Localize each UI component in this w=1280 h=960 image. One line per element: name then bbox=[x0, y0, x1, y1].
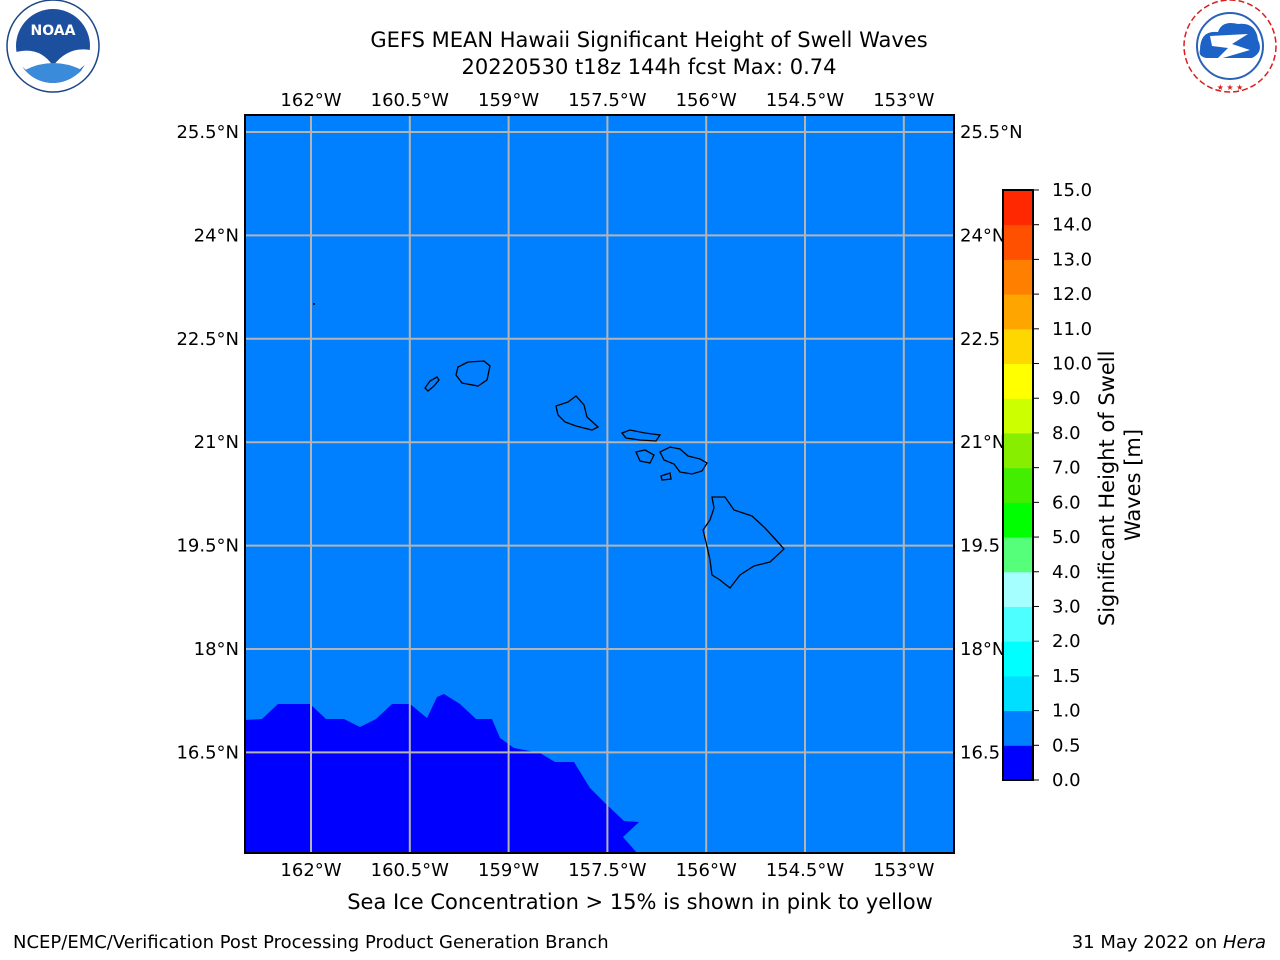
colorbar: 0.0 0.5 1.0 1.5 2.0 3.0 4.0 5.0 6.0 7.0 8.0 9.0 10.0… bbox=[1002, 180, 1092, 791]
colorbar-tick-label: 0.5 bbox=[1052, 735, 1081, 756]
colorbar-tick-label: 1.0 bbox=[1052, 701, 1081, 722]
lon-tick-label-top: 154.5°W bbox=[766, 90, 845, 111]
colorbar-tick-label: 15.0 bbox=[1052, 180, 1092, 201]
noaa-logo-text: NOAA bbox=[31, 23, 76, 39]
lon-tick-label-bottom: 162°W bbox=[280, 860, 341, 881]
footer-host: Hera bbox=[1222, 932, 1266, 953]
lat-tick-label-left: 25.5°N bbox=[176, 122, 239, 143]
noaa-logo: NOAA bbox=[6, 0, 100, 93]
chart-title: GEFS MEAN Hawaii Significant Height of S… bbox=[370, 28, 928, 52]
lat-tick-label-left: 24°N bbox=[194, 225, 239, 246]
maui-island bbox=[659, 446, 708, 475]
lat-tick-label-right: 25.5°N bbox=[960, 122, 1023, 143]
lat-tick-label-left: 19.5°N bbox=[176, 536, 239, 557]
lon-tick-label-top: 162°W bbox=[280, 90, 341, 111]
colorbar-tick-label: 6.0 bbox=[1052, 492, 1081, 513]
lat-tick-label-right: 16.5 bbox=[960, 742, 1000, 763]
colorbar-bin bbox=[1003, 606, 1033, 642]
hawaii-island bbox=[702, 496, 785, 589]
lat-tick-label-right: 18°N bbox=[960, 639, 1005, 660]
colorbar-tick-label: 13.0 bbox=[1052, 249, 1092, 270]
lat-tick-label-left: 18°N bbox=[194, 639, 239, 660]
nws-logo: ★ ★ ★ bbox=[1182, 0, 1278, 94]
lon-tick-label-bottom: 157.5°W bbox=[568, 860, 647, 881]
colorbar-label-line1: Significant Height of Swell bbox=[1095, 351, 1119, 627]
lat-tick-label-right: 24°N bbox=[960, 225, 1005, 246]
lon-tick-label-top: 156°W bbox=[676, 90, 737, 111]
colorbar-bin bbox=[1003, 467, 1033, 503]
colorbar-bin bbox=[1003, 190, 1033, 226]
lat-tick-label-left: 21°N bbox=[194, 432, 239, 453]
lat-tick-label-right: 22.5 bbox=[960, 329, 1000, 350]
map-frame bbox=[244, 114, 955, 854]
colorbar-bin bbox=[1003, 363, 1033, 399]
colorbar-tick-label: 12.0 bbox=[1052, 284, 1092, 305]
colorbar-bin bbox=[1003, 328, 1033, 365]
colorbar-frame bbox=[1002, 189, 1034, 781]
coastlines bbox=[424, 360, 785, 589]
colorbar-bin bbox=[1003, 710, 1033, 746]
sea-ice-note: Sea Ice Concentration > 15% is shown in … bbox=[347, 890, 933, 914]
colorbar-bin bbox=[1003, 502, 1033, 538]
colorbar-tick-label: 5.0 bbox=[1052, 527, 1081, 548]
colorbar-tick-label: 2.0 bbox=[1052, 631, 1081, 652]
colorbar-bin bbox=[1003, 641, 1033, 677]
lat-tick-label-right: 21°N bbox=[960, 432, 1005, 453]
colorbar-bin bbox=[1003, 432, 1033, 469]
lat-tick-label-right: 19.5 bbox=[960, 536, 1000, 557]
colorbar-tick-label: 4.0 bbox=[1052, 562, 1081, 583]
lon-tick-label-top: 157.5°W bbox=[568, 90, 647, 111]
footer-date-text: 31 May 2022 on bbox=[1071, 932, 1223, 953]
molokai-island bbox=[620, 429, 662, 442]
lat-tick-label-left: 16.5°N bbox=[176, 742, 239, 763]
lon-tick-label-bottom: 160.5°W bbox=[371, 860, 450, 881]
svg-text:★ ★ ★: ★ ★ ★ bbox=[1217, 83, 1244, 92]
lon-tick-label-bottom: 153°W bbox=[873, 860, 934, 881]
map-gridlines bbox=[245, 115, 954, 853]
lon-tick-label-top: 160.5°W bbox=[371, 90, 450, 111]
oahu-island bbox=[555, 395, 600, 431]
footer-branch: NCEP/EMC/Verification Post Processing Pr… bbox=[13, 932, 609, 953]
colorbar-tick-label: 14.0 bbox=[1052, 215, 1092, 236]
colorbar-bin bbox=[1003, 398, 1033, 434]
chart-subtitle: 20220530 t18z 144h fcst Max: 0.74 bbox=[461, 55, 837, 79]
colorbar-tick-label: 3.0 bbox=[1052, 596, 1081, 617]
lanai-island bbox=[635, 449, 655, 464]
kahoolawe-island bbox=[660, 472, 672, 481]
footer-date: 31 May 2022 on Hera bbox=[1072, 932, 1266, 953]
colorbar-tick-label: 7.0 bbox=[1052, 458, 1081, 479]
lon-tick-label-bottom: 159°W bbox=[478, 860, 539, 881]
colorbar-bin bbox=[1003, 294, 1033, 330]
niihau-island bbox=[424, 376, 440, 392]
kauai-island bbox=[455, 360, 491, 387]
colorbar-label: Significant Height of Swell Waves [m] bbox=[1095, 344, 1145, 626]
colorbar-tick-label: 11.0 bbox=[1052, 319, 1092, 340]
colorbar-bin bbox=[1003, 571, 1033, 607]
low-swell-region bbox=[245, 694, 639, 853]
colorbar-tick-label: 10.0 bbox=[1052, 354, 1092, 375]
colorbar-label-line2: Waves [m] bbox=[1121, 429, 1145, 541]
lon-tick-label-bottom: 156°W bbox=[676, 860, 737, 881]
colorbar-bin bbox=[1003, 537, 1033, 573]
lon-tick-label-bottom: 154.5°W bbox=[766, 860, 845, 881]
colorbar-bin bbox=[1003, 745, 1033, 781]
colorbar-tick-label: 0.0 bbox=[1052, 770, 1081, 791]
lat-tick-label-left: 22.5°N bbox=[176, 329, 239, 350]
colorbar-tick-label: 1.5 bbox=[1052, 666, 1081, 687]
lon-tick-label-top: 153°W bbox=[873, 90, 934, 111]
colorbar-tick-label: 8.0 bbox=[1052, 423, 1081, 444]
colorbar-bin bbox=[1003, 675, 1033, 712]
colorbar-bin bbox=[1003, 224, 1033, 260]
map-tick-labels: 162°W 162°W 160.5°W 160.5°W 159°W 159°W 157.5°… bbox=[176, 90, 1022, 881]
colorbar-bin bbox=[1003, 259, 1033, 295]
lon-tick-label-top: 159°W bbox=[478, 90, 539, 111]
colorbar-tick-label: 9.0 bbox=[1052, 388, 1081, 409]
